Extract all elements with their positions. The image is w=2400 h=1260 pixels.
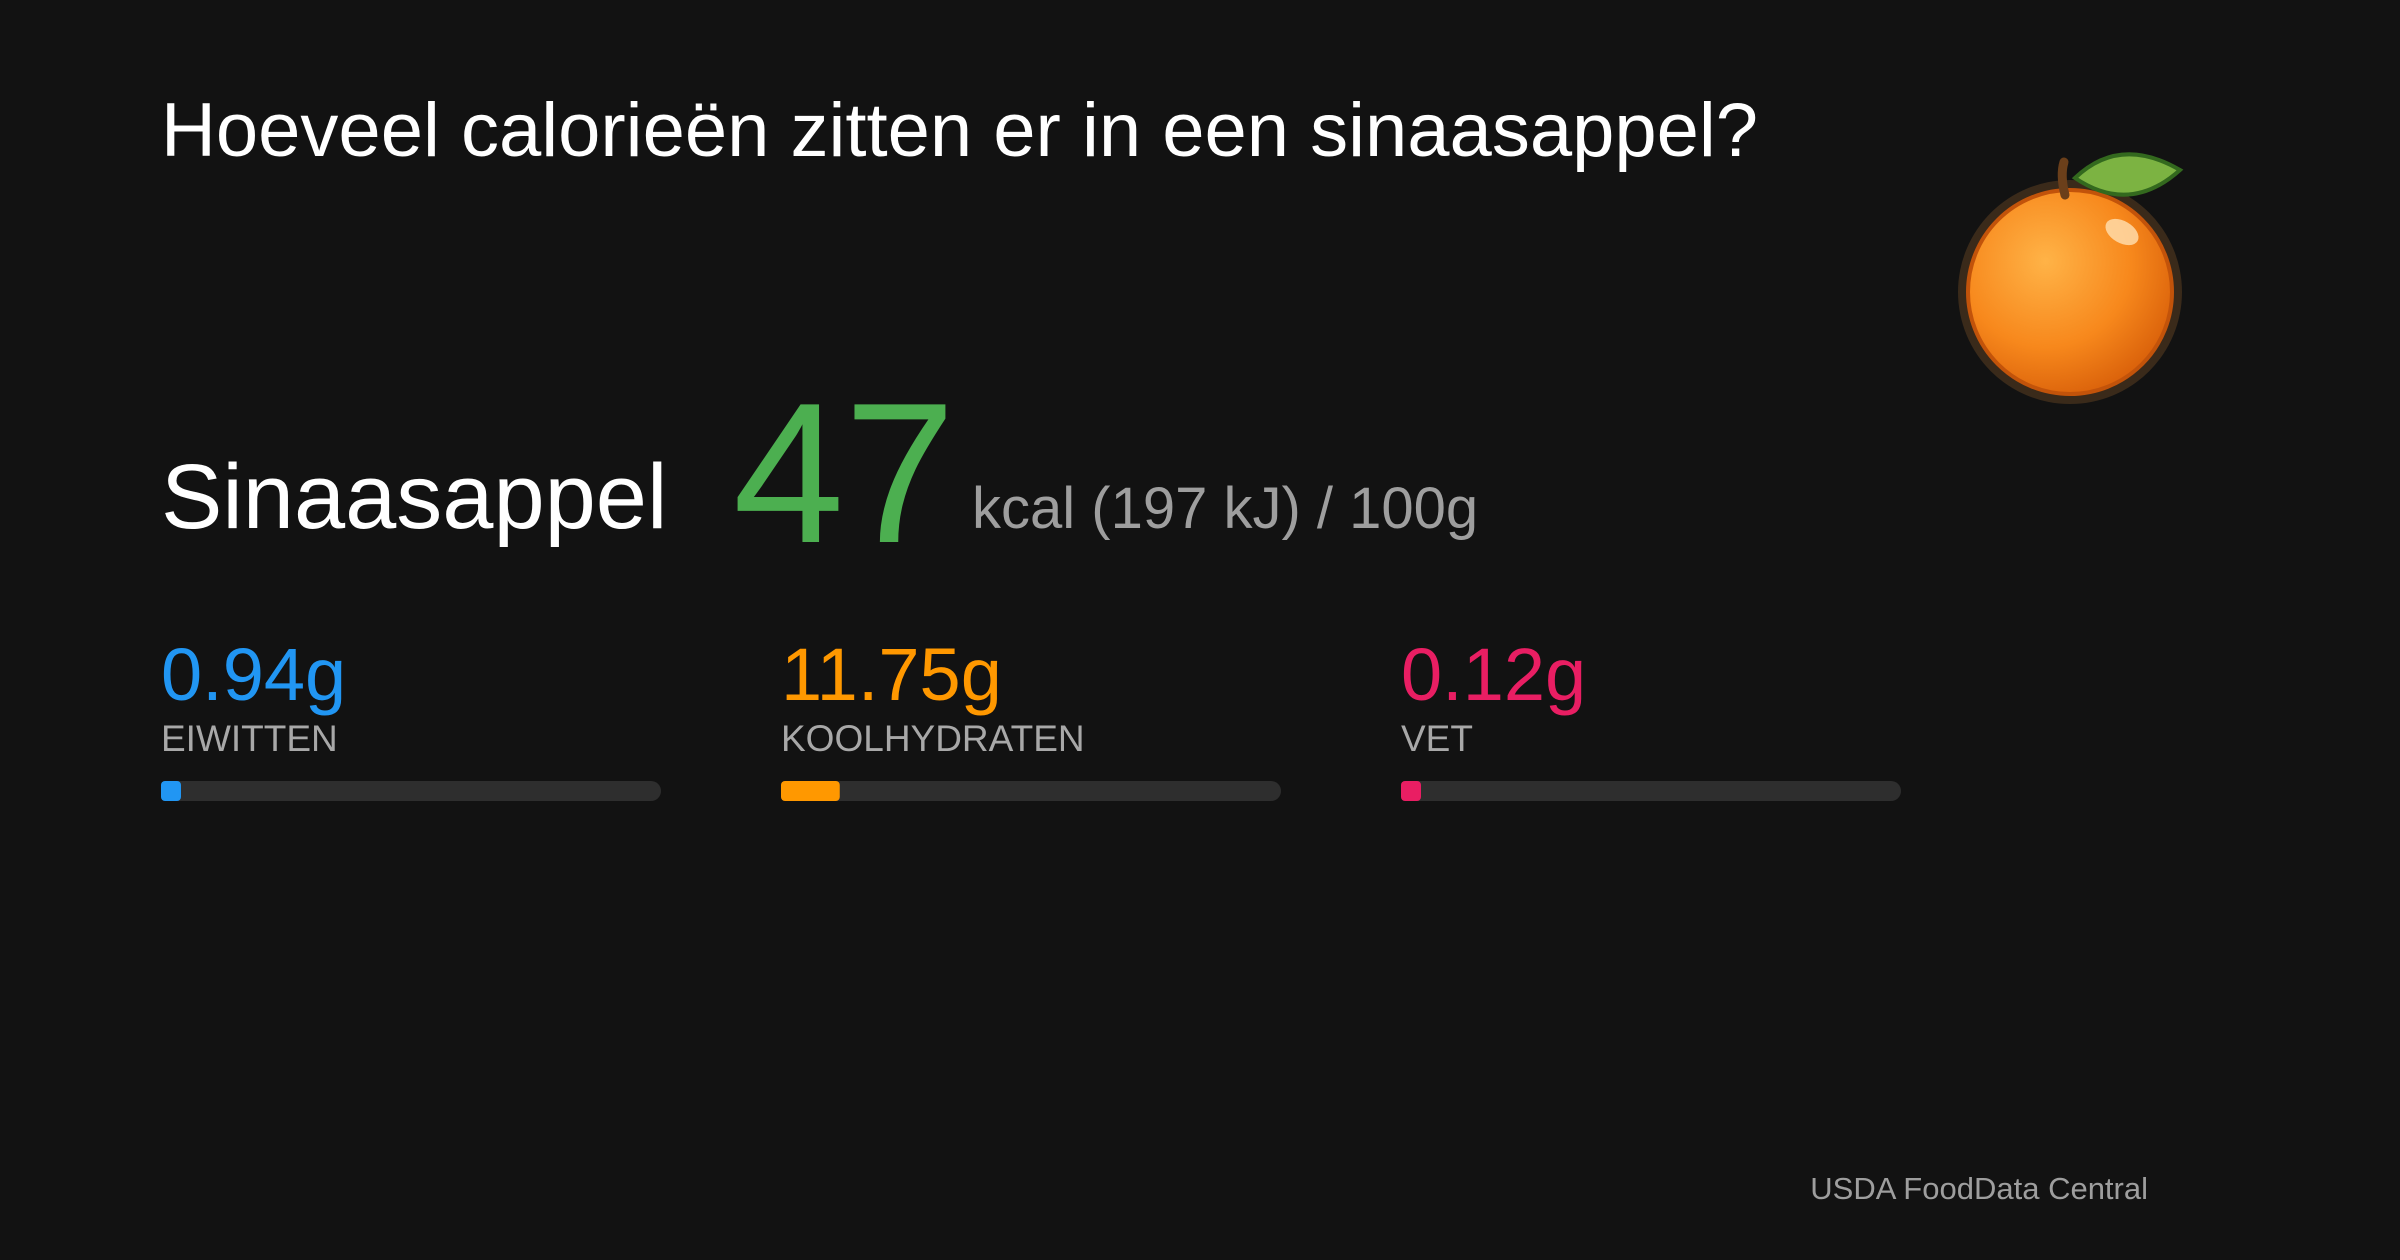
macro-track xyxy=(781,781,1281,801)
macro-bar xyxy=(161,781,181,801)
orange-icon xyxy=(1958,152,2184,404)
macro-track xyxy=(1401,781,1901,801)
calories: 47 xyxy=(733,362,955,585)
source: USDA FoodData Central xyxy=(1810,1171,2148,1206)
macro-bar xyxy=(781,781,840,801)
calorie-unit: kcal (197 kJ) / 100g xyxy=(972,476,1478,541)
page-title: Hoeveel calorieën zitten er in een sinaa… xyxy=(161,88,1758,173)
food-name: Sinaasappel xyxy=(161,446,667,548)
macro-track xyxy=(161,781,661,801)
macro-name: VET xyxy=(1401,718,1473,759)
macro-value: 11.75g xyxy=(781,633,1002,716)
macro-value: 0.94g xyxy=(161,633,346,716)
macro-bar xyxy=(1401,781,1421,801)
macro-name: EIWITTEN xyxy=(161,718,338,759)
macro-value: 0.12g xyxy=(1401,633,1586,716)
macro-name: KOOLHYDRATEN xyxy=(781,718,1085,759)
